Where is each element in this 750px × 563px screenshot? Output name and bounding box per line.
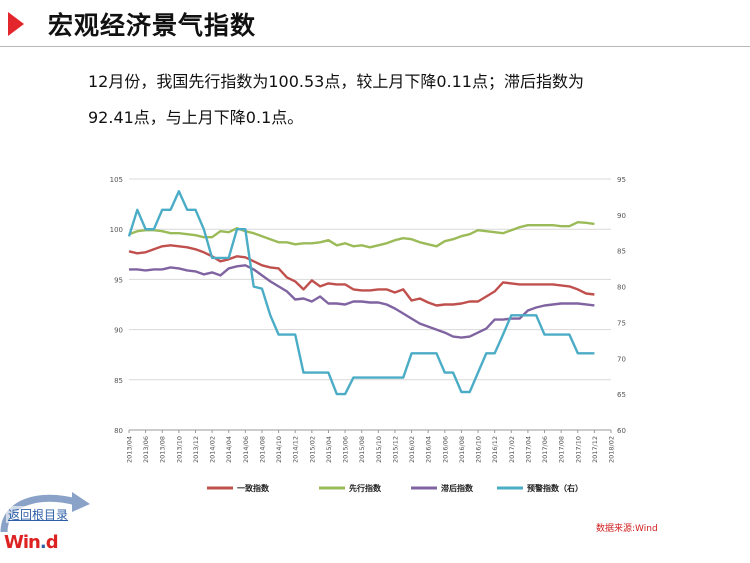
x-tick-label: 2013/08 — [159, 436, 167, 463]
x-tick-label: 2014/08 — [258, 436, 266, 463]
x-tick-label: 2017/06 — [541, 436, 549, 463]
wind-logo: Win.d — [4, 532, 59, 553]
y-right-tick-label: 85 — [617, 248, 626, 256]
x-tick-label: 2014/10 — [275, 436, 283, 463]
y-left-tick-label: 80 — [114, 427, 123, 435]
x-tick-label: 2015/10 — [375, 436, 383, 463]
x-tick-label: 2013/04 — [126, 436, 134, 463]
x-tick-label: 2014/04 — [225, 436, 233, 463]
y-right-tick-label: 70 — [617, 355, 626, 363]
data-source-note: 数据来源:Wind — [596, 524, 658, 534]
series-line-1 — [128, 244, 595, 307]
summary-line-1: 12月份，我国先行指数为100.53点，较上月下降0.11点；滞后指数为 — [88, 72, 584, 91]
x-tick-label: 2013/10 — [175, 436, 183, 463]
y-right-tick-label: 65 — [617, 391, 626, 399]
x-tick-label: 2016/04 — [425, 436, 433, 463]
x-tick-label: 2015/12 — [391, 436, 399, 463]
x-tick-label: 2014/02 — [209, 436, 217, 463]
back-to-root-label[interactable]: 返回根目录 — [6, 506, 71, 523]
y-left-tick-label: 95 — [114, 276, 123, 284]
x-tick-label: 2013/12 — [192, 436, 200, 463]
y-left-tick-label: 100 — [110, 226, 123, 234]
y-left-tick-label: 105 — [110, 176, 123, 184]
x-tick-label: 2015/02 — [308, 436, 316, 463]
legend-label-2: 先行指数 — [349, 483, 382, 493]
legend-label-3: 滞后指数 — [441, 483, 474, 493]
title-arrow-icon — [8, 12, 24, 36]
x-tick-label: 2015/04 — [325, 436, 333, 463]
x-tick-label: 2015/08 — [358, 436, 366, 463]
x-tick-label: 2016/12 — [491, 436, 499, 463]
x-tick-label: 2016/02 — [408, 436, 416, 463]
page-title: 宏观经济景气指数 — [48, 11, 257, 40]
x-tick-label: 2018/02 — [608, 436, 616, 463]
x-tick-label: 2016/08 — [458, 436, 466, 463]
curved-arrow-icon — [0, 492, 90, 533]
back-to-root-link[interactable]: 返回根目录 Win.d — [0, 488, 95, 558]
title-divider — [0, 46, 750, 47]
x-tick-label: 2017/04 — [524, 436, 532, 463]
y-right-tick-label: 80 — [617, 284, 626, 292]
x-tick-label: 2016/06 — [441, 436, 449, 463]
series-line-3 — [129, 264, 595, 339]
y-right-tick-label: 75 — [617, 319, 626, 327]
x-tick-label: 2013/06 — [142, 436, 150, 463]
y-right-tick-label: 60 — [617, 427, 626, 435]
x-tick-label: 2017/12 — [591, 436, 599, 463]
y-right-tick-label: 95 — [617, 176, 626, 184]
x-tick-label: 2015/06 — [342, 436, 350, 463]
series-line-2 — [128, 221, 595, 249]
title-bar: 宏观经济景气指数 — [0, 0, 750, 48]
x-tick-label: 2017/08 — [558, 436, 566, 463]
series-line-4 — [127, 190, 595, 396]
x-tick-label: 2014/12 — [292, 436, 300, 463]
x-tick-label: 2016/10 — [475, 436, 483, 463]
x-tick-label: 2017/02 — [508, 436, 516, 463]
legend-label-4: 预警指数（右） — [527, 483, 583, 493]
legend-label-1: 一致指数 — [237, 483, 270, 493]
summary-text: 12月份，我国先行指数为100.53点，较上月下降0.11点；滞后指数为 92.… — [88, 64, 678, 136]
y-left-tick-label: 90 — [114, 327, 123, 335]
y-left-tick-label: 85 — [114, 377, 123, 385]
x-tick-label: 2014/06 — [242, 436, 250, 463]
y-right-tick-label: 90 — [617, 212, 626, 220]
index-line-chart: 80 85 90 95 100 105 60 65 70 75 80 85 90 95 2013/04 201… — [110, 176, 626, 493]
x-tick-label: 2017/10 — [574, 436, 582, 463]
summary-line-2: 92.41点，与上月下降0.1点。 — [88, 108, 304, 127]
